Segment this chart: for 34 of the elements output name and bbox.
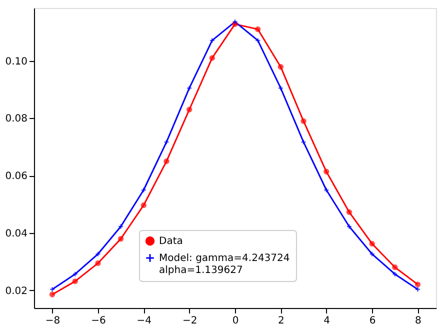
point xyxy=(324,168,330,174)
point xyxy=(392,264,398,270)
x-tick-label: 8 xyxy=(415,316,422,326)
point xyxy=(140,202,146,208)
y-tick-label: 0.10 xyxy=(5,56,28,68)
point xyxy=(209,38,215,44)
point xyxy=(300,118,306,124)
point xyxy=(95,260,101,266)
legend-label: Model: gamma=4.243724 alpha=1.139627 xyxy=(159,253,290,276)
point xyxy=(186,106,192,112)
x-tick-label: 6 xyxy=(369,316,376,326)
legend-label: Data xyxy=(159,236,183,247)
y-tick-label: 0.08 xyxy=(5,114,28,125)
x-tick-label: 4 xyxy=(324,316,330,326)
point xyxy=(209,55,215,61)
point xyxy=(164,158,170,164)
point xyxy=(72,278,78,284)
point xyxy=(255,26,261,32)
point xyxy=(346,209,352,215)
x-tick-label: −8 xyxy=(45,316,60,326)
point xyxy=(49,292,56,298)
x-tick-label: 2 xyxy=(278,316,284,326)
point xyxy=(414,282,421,288)
point xyxy=(118,236,124,242)
y-tick-label: 0.02 xyxy=(5,286,28,297)
point xyxy=(255,38,261,44)
y-tick-label: 0.06 xyxy=(5,171,28,182)
x-tick-label: −4 xyxy=(136,316,152,326)
point xyxy=(278,64,284,70)
x-tick-label: −6 xyxy=(91,316,106,326)
x-tick-label: −2 xyxy=(182,316,198,326)
x-tick-label: 0 xyxy=(232,316,239,326)
y-tick-label: 0.04 xyxy=(5,228,28,240)
point xyxy=(369,240,375,247)
